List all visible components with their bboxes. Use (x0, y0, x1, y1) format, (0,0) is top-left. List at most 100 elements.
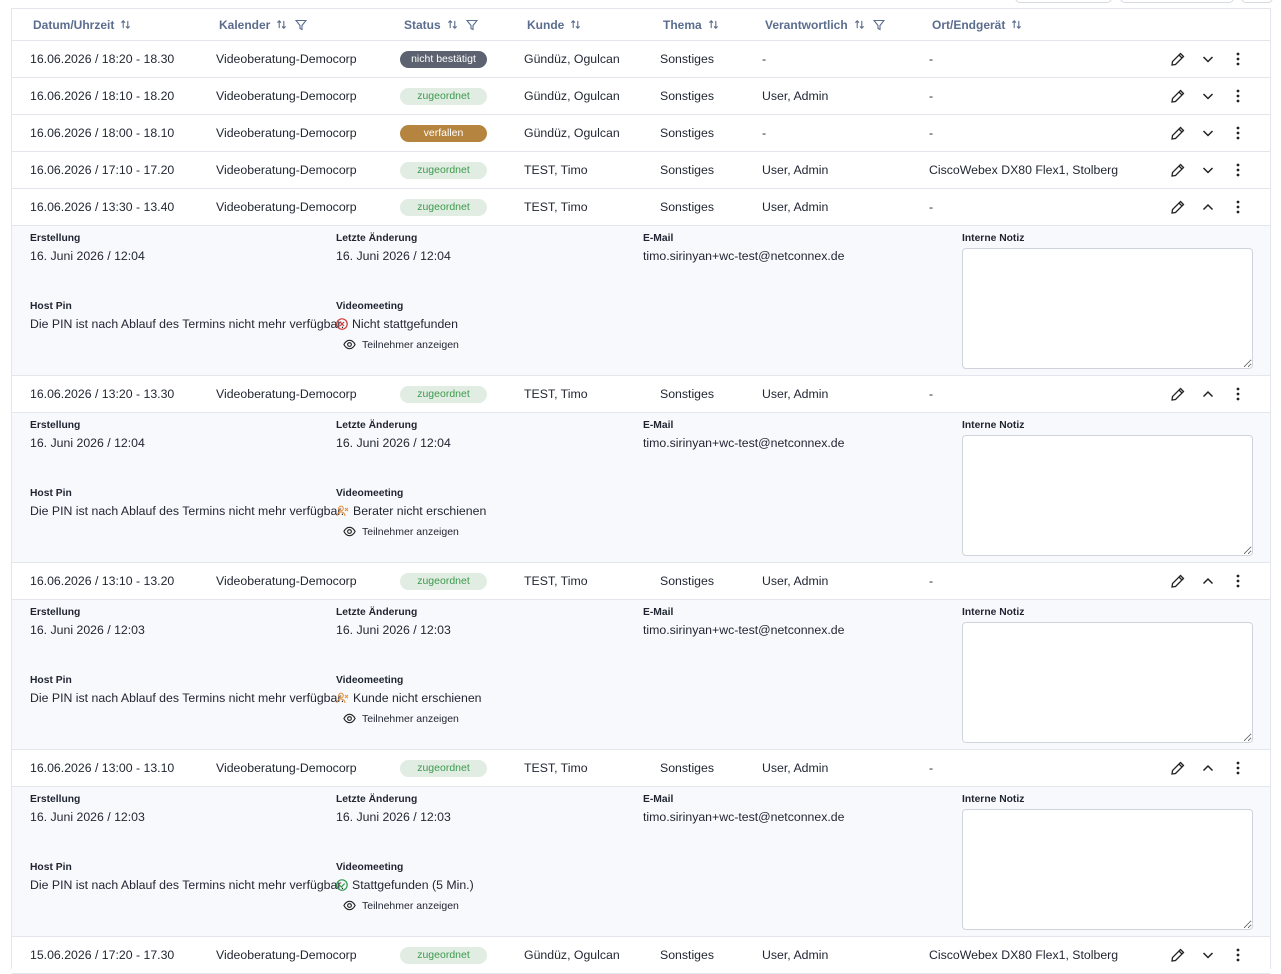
column-header[interactable]: Datum/Uhrzeit (33, 9, 131, 40)
collapse-button[interactable] (1200, 573, 1216, 589)
status-badge: zugeordnet (400, 760, 487, 777)
host-pin-value: Die PIN ist nach Ablauf des Termins nich… (30, 317, 345, 331)
column-label: Verantwortlich (765, 17, 848, 32)
status-badge: zugeordnet (400, 199, 487, 216)
column-header[interactable]: Thema (663, 9, 719, 40)
collapse-button[interactable] (1200, 760, 1216, 776)
cell-kalender: Videoberatung-Democorp (216, 387, 357, 401)
sort-icon[interactable] (447, 19, 458, 30)
collapse-button[interactable] (1200, 386, 1216, 402)
status-badge: nicht bestätigt (400, 51, 487, 68)
filter-icon[interactable] (465, 19, 478, 31)
cell-datum: 16.06.2026 / 13:10 - 13.20 (30, 574, 175, 588)
cell-datum: 16.06.2026 / 18:20 - 18.30 (30, 52, 175, 66)
expand-button[interactable] (1200, 51, 1216, 67)
more-button[interactable] (1230, 386, 1246, 402)
edit-button[interactable] (1170, 386, 1186, 402)
cell-thema: Sonstiges (660, 574, 715, 588)
meeting-status-text: Kunde nicht erschienen (353, 691, 482, 705)
show-participants-button[interactable]: Teilnehmer anzeigen (343, 899, 459, 912)
table-row: 16.06.2026 / 13:10 - 13.20 Videoberatung-… (12, 563, 1270, 600)
show-participants-button[interactable]: Teilnehmer anzeigen (343, 338, 459, 351)
collapse-button[interactable] (1200, 199, 1216, 215)
show-participants-button[interactable]: Teilnehmer anzeigen (343, 525, 459, 538)
cell-thema: Sonstiges (660, 200, 715, 214)
filter-icon[interactable] (295, 19, 308, 31)
table-row: 16.06.2026 / 18:10 - 18.20 Videoberatung-… (12, 78, 1270, 115)
filter-icon[interactable] (872, 19, 885, 31)
detail-label: Interne Notiz (962, 607, 1025, 618)
column-label: Kunde (527, 17, 565, 32)
meeting-status-icon (336, 505, 349, 517)
more-button[interactable] (1230, 947, 1246, 963)
status-badge: zugeordnet (400, 386, 487, 403)
edit-button[interactable] (1170, 88, 1186, 104)
edit-button[interactable] (1170, 125, 1186, 141)
more-button[interactable] (1230, 88, 1246, 104)
detail-label: E-Mail (643, 607, 674, 618)
note-input[interactable] (962, 435, 1253, 556)
edit-button[interactable] (1170, 162, 1186, 178)
sort-icon[interactable] (120, 19, 131, 30)
toolbar-button[interactable] (1120, 0, 1234, 3)
column-label: Ort/Endgerät (932, 17, 1006, 32)
cell-thema: Sonstiges (660, 126, 715, 140)
sort-icon[interactable] (276, 19, 287, 30)
cell-kunde: TEST, Timo (524, 387, 588, 401)
column-header[interactable]: Kalender (219, 9, 308, 40)
more-button[interactable] (1230, 573, 1246, 589)
cell-kunde: TEST, Timo (524, 574, 588, 588)
cell-verantwortlich: User, Admin (762, 89, 829, 103)
cell-kalender: Videoberatung-Democorp (216, 126, 357, 140)
cell-kunde: Gündüz, Ogulcan (524, 89, 620, 103)
sort-icon[interactable] (854, 19, 865, 30)
toolbar-button[interactable] (1241, 0, 1273, 3)
cell-datum: 16.06.2026 / 18:10 - 18.20 (30, 89, 175, 103)
more-button[interactable] (1230, 162, 1246, 178)
expand-button[interactable] (1200, 947, 1216, 963)
email-value: timo.sirinyan+wc-test@netconnex.de (643, 810, 845, 824)
sort-icon[interactable] (570, 19, 581, 30)
detail-panel: Erstellung 16. Juni 2026 / 12:04 Letzte Än… (12, 226, 1270, 376)
cell-kalender: Videoberatung-Democorp (216, 163, 357, 177)
expand-button[interactable] (1200, 125, 1216, 141)
note-input[interactable] (962, 622, 1253, 743)
toolbar-button[interactable] (1015, 0, 1112, 3)
more-button[interactable] (1230, 51, 1246, 67)
column-header[interactable]: Verantwortlich (765, 9, 885, 40)
cell-kalender: Videoberatung-Democorp (216, 52, 357, 66)
detail-label: Videomeeting (336, 862, 404, 873)
edit-button[interactable] (1170, 199, 1186, 215)
cell-verantwortlich: User, Admin (762, 200, 829, 214)
more-button[interactable] (1230, 199, 1246, 215)
column-header[interactable]: Ort/Endgerät (932, 9, 1022, 40)
meeting-status-text: Berater nicht erschienen (353, 504, 487, 518)
cell-datum: 16.06.2026 / 13:20 - 13.30 (30, 387, 175, 401)
show-participants-button[interactable]: Teilnehmer anzeigen (343, 712, 459, 725)
expand-button[interactable] (1200, 162, 1216, 178)
cell-ort: CiscoWebex DX80 Flex1, Stolberg (929, 948, 1119, 962)
cell-thema: Sonstiges (660, 89, 715, 103)
more-button[interactable] (1230, 125, 1246, 141)
meeting-status-text: Nicht stattgefunden (352, 317, 458, 331)
edit-button[interactable] (1170, 947, 1186, 963)
sort-icon[interactable] (1011, 19, 1022, 30)
detail-label: Videomeeting (336, 301, 404, 312)
note-input[interactable] (962, 248, 1253, 369)
edit-button[interactable] (1170, 760, 1186, 776)
column-header[interactable]: Status (404, 9, 478, 40)
note-input[interactable] (962, 809, 1253, 930)
detail-label: E-Mail (643, 794, 674, 805)
expand-button[interactable] (1200, 88, 1216, 104)
detail-label: Host Pin (30, 675, 72, 686)
detail-panel: Erstellung 16. Juni 2026 / 12:03 Letzte Än… (12, 787, 1270, 937)
eye-icon (343, 338, 356, 351)
cell-kunde: TEST, Timo (524, 761, 588, 775)
column-header[interactable]: Kunde (527, 9, 581, 40)
sort-icon[interactable] (708, 19, 719, 30)
detail-label: Host Pin (30, 301, 72, 312)
more-button[interactable] (1230, 760, 1246, 776)
edit-button[interactable] (1170, 573, 1186, 589)
edit-button[interactable] (1170, 51, 1186, 67)
cell-ort: - (929, 200, 934, 214)
